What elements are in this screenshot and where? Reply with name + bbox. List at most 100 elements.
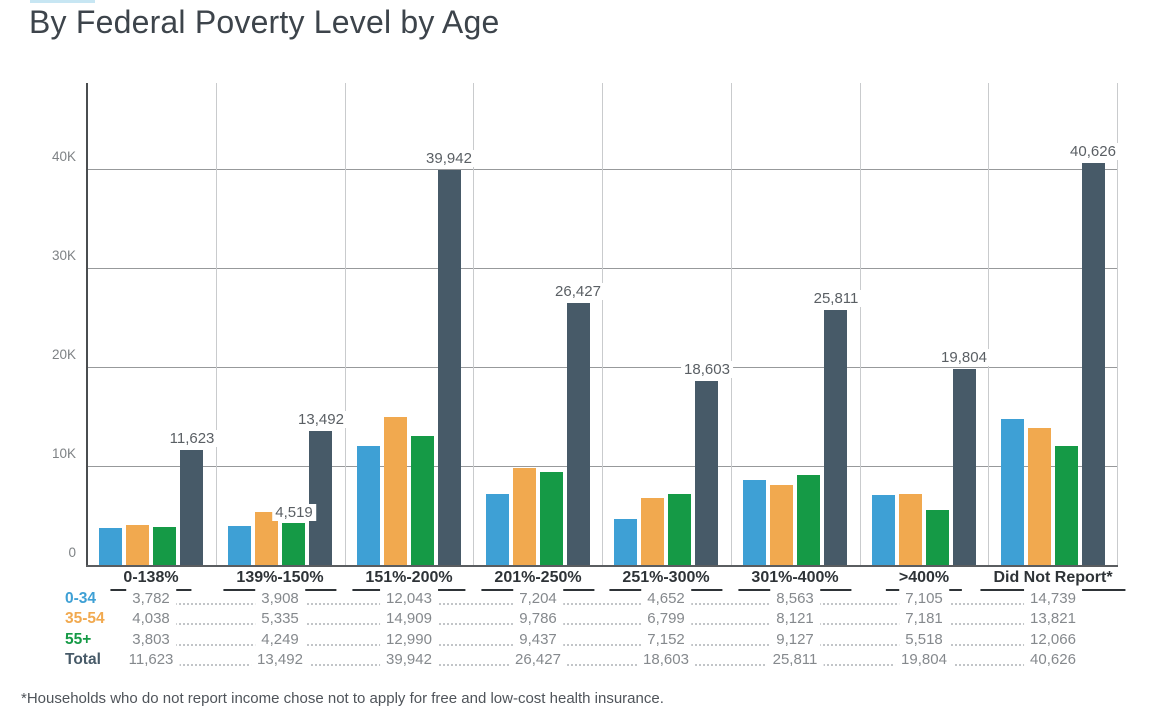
bar-Total-Did Not Report*[interactable] <box>1082 163 1105 565</box>
total-bar-value-label: 40,626 <box>1067 143 1119 160</box>
total-bar-value-label: 19,804 <box>938 349 990 366</box>
bar-0-34-Did Not Report*[interactable] <box>1001 419 1024 565</box>
table-value: 9,786 <box>513 609 563 629</box>
bar-55+-251%-300%[interactable] <box>668 494 691 565</box>
y-axis-tick-label: 20K <box>51 347 76 362</box>
table-value: 6,799 <box>641 609 691 629</box>
bar-35-54-139%-150%[interactable] <box>255 512 278 565</box>
table-value: 5,335 <box>255 609 305 629</box>
bar-Total->400%[interactable] <box>953 369 976 565</box>
table-value: 7,181 <box>899 609 949 629</box>
total-bar-value-label: 25,811 <box>810 290 862 307</box>
category-label: Did Not Report* <box>980 569 1126 591</box>
category-label-text: 301%-400% <box>738 569 852 591</box>
bar-35-54-0-138%[interactable] <box>126 525 149 565</box>
y-axis-tick-label: 10K <box>51 446 76 461</box>
category-label-text: 151%-200% <box>352 569 466 591</box>
bar-Total-301%-400%[interactable] <box>824 310 847 565</box>
bar-55+-0-138%[interactable] <box>153 527 176 565</box>
x-gridline <box>345 83 346 565</box>
bar-55+-Did Not Report*[interactable] <box>1055 446 1078 565</box>
total-bar-value-label: 39,942 <box>423 150 475 167</box>
table-value: 8,121 <box>770 609 820 629</box>
bar-55+-301%-400%[interactable] <box>797 475 820 565</box>
category-label-text: 201%-250% <box>481 569 595 591</box>
top-accent-bar <box>30 0 95 3</box>
bar-55+-201%-250%[interactable] <box>540 472 563 565</box>
category-label: 301%-400% <box>738 569 852 591</box>
bar-0-34-201%-250%[interactable] <box>486 494 509 565</box>
table-value: 8,563 <box>770 589 820 609</box>
x-gridline <box>473 83 474 565</box>
bar-35-54-201%-250%[interactable] <box>513 468 536 565</box>
dotted-leader <box>140 664 1040 666</box>
bar-0-34-139%-150%[interactable] <box>228 526 251 565</box>
x-gridline <box>860 83 861 565</box>
table-value: 12,043 <box>380 589 438 609</box>
x-gridline <box>602 83 603 565</box>
category-label-text: 251%-300% <box>609 569 723 591</box>
table-value: 19,804 <box>895 650 953 670</box>
table-value: 12,066 <box>1024 630 1082 650</box>
x-gridline <box>988 83 989 565</box>
table-value: 3,908 <box>255 589 305 609</box>
category-label-text: >400% <box>885 569 963 591</box>
category-label-text: 0-138% <box>110 569 192 591</box>
bar-Total-251%-300%[interactable] <box>695 381 718 565</box>
bar-0-34-251%-300%[interactable] <box>614 519 637 565</box>
category-label-text: 139%-150% <box>223 569 337 591</box>
total-bar-value-label: 26,427 <box>552 283 604 300</box>
x-gridline <box>216 83 217 565</box>
bar-Total-139%-150%[interactable] <box>309 431 332 565</box>
bar-35-54-251%-300%[interactable] <box>641 498 664 565</box>
category-label: >400% <box>885 569 963 591</box>
x-axis-line <box>86 565 1118 567</box>
table-value: 7,152 <box>641 630 691 650</box>
category-label-text: Did Not Report* <box>980 569 1126 591</box>
bar-Total-201%-250%[interactable] <box>567 303 590 565</box>
table-value: 18,603 <box>637 650 695 670</box>
bar-55+-151%-200%[interactable] <box>411 436 434 565</box>
table-value: 9,127 <box>770 630 820 650</box>
bar-35-54->400%[interactable] <box>899 494 922 565</box>
table-value: 26,427 <box>509 650 567 670</box>
bar-0-34->400%[interactable] <box>872 495 895 565</box>
table-value: 4,249 <box>255 630 305 650</box>
footnote: *Households who do not report income cho… <box>21 690 664 707</box>
bar-35-54-151%-200%[interactable] <box>384 417 407 565</box>
category-label: 251%-300% <box>609 569 723 591</box>
table-value: 12,990 <box>380 630 438 650</box>
bar-35-54-Did Not Report*[interactable] <box>1028 428 1051 565</box>
row-label-35-54: 35-54 <box>65 609 110 629</box>
total-bar-value-label: 13,492 <box>295 411 347 428</box>
table-value: 4,038 <box>126 609 176 629</box>
bar-55+->400%[interactable] <box>926 510 949 565</box>
table-value: 13,821 <box>1024 609 1082 629</box>
bar-55+-139%-150%[interactable] <box>282 523 305 565</box>
table-value: 3,803 <box>126 630 176 650</box>
page-title: By Federal Poverty Level by Age <box>29 4 500 40</box>
table-value: 40,626 <box>1024 650 1082 670</box>
table-value: 14,739 <box>1024 589 1082 609</box>
table-value: 39,942 <box>380 650 438 670</box>
bar-0-34-151%-200%[interactable] <box>357 446 380 565</box>
table-value: 5,518 <box>899 630 949 650</box>
bar-0-34-301%-400%[interactable] <box>743 480 766 565</box>
dotted-leader <box>140 603 1040 605</box>
bar-0-34-0-138%[interactable] <box>99 528 122 565</box>
extra-bar-value-label: 4,519 <box>272 504 316 521</box>
x-gridline <box>731 83 732 565</box>
table-value: 25,811 <box>766 650 824 670</box>
table-value: 3,782 <box>126 589 176 609</box>
table-value: 7,204 <box>513 589 563 609</box>
category-label: 151%-200% <box>352 569 466 591</box>
bar-Total-151%-200%[interactable] <box>438 170 461 565</box>
total-bar-value-label: 11,623 <box>166 430 218 447</box>
bar-35-54-301%-400%[interactable] <box>770 485 793 565</box>
x-gridline <box>1117 83 1118 565</box>
table-value: 9,437 <box>513 630 563 650</box>
row-label-Total: Total <box>65 650 106 670</box>
bar-Total-0-138%[interactable] <box>180 450 203 565</box>
dotted-leader <box>140 623 1040 625</box>
